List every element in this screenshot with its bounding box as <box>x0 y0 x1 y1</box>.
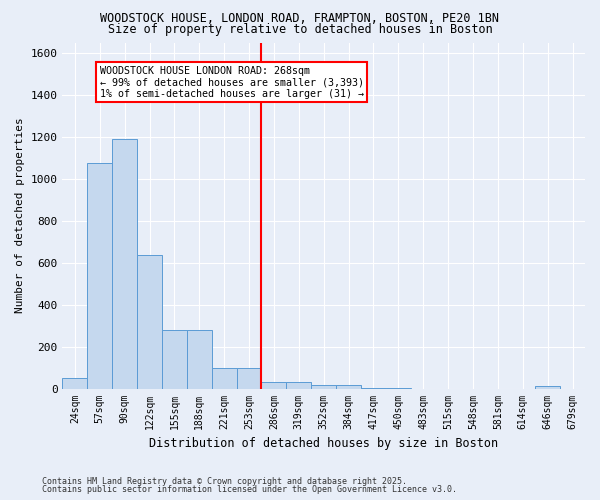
Bar <box>336 386 361 388</box>
Text: WOODSTOCK HOUSE, LONDON ROAD, FRAMPTON, BOSTON, PE20 1BN: WOODSTOCK HOUSE, LONDON ROAD, FRAMPTON, … <box>101 12 499 26</box>
Bar <box>286 382 311 388</box>
Bar <box>88 163 112 388</box>
Bar <box>212 368 236 388</box>
Bar <box>62 378 88 388</box>
Bar <box>262 382 286 388</box>
Bar <box>137 256 162 388</box>
Text: Size of property relative to detached houses in Boston: Size of property relative to detached ho… <box>107 22 493 36</box>
Text: Contains public sector information licensed under the Open Government Licence v3: Contains public sector information licen… <box>42 485 457 494</box>
Y-axis label: Number of detached properties: Number of detached properties <box>15 118 25 314</box>
Bar <box>535 386 560 388</box>
X-axis label: Distribution of detached houses by size in Boston: Distribution of detached houses by size … <box>149 437 498 450</box>
Bar <box>162 330 187 388</box>
Bar <box>311 386 336 388</box>
Bar <box>112 139 137 388</box>
Bar <box>187 330 212 388</box>
Bar <box>236 368 262 388</box>
Text: WOODSTOCK HOUSE LONDON ROAD: 268sqm
← 99% of detached houses are smaller (3,393): WOODSTOCK HOUSE LONDON ROAD: 268sqm ← 99… <box>100 66 364 99</box>
Text: Contains HM Land Registry data © Crown copyright and database right 2025.: Contains HM Land Registry data © Crown c… <box>42 477 407 486</box>
